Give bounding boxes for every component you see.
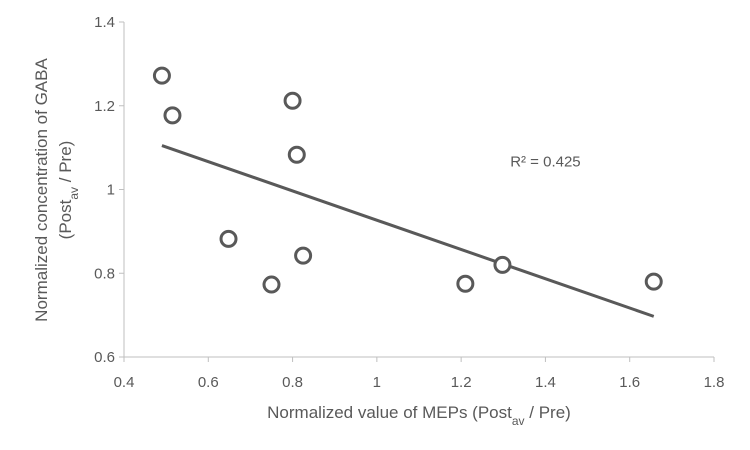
x-tick-label: 0.8 — [282, 374, 303, 391]
y-tick-label: 0.8 — [94, 265, 115, 282]
data-point — [644, 272, 663, 291]
x-tick-label: 0.4 — [114, 374, 135, 391]
y-tick-label: 1.4 — [94, 14, 115, 31]
y-axis-title-line2: (Postav / Pre) — [56, 141, 81, 240]
y-axis-title-line1: Normalized concentration of GABA — [32, 58, 51, 322]
tick-labels: 0.4 0.6 0.8 1 1.2 1.4 1.6 1.8 0.6 0.8 1 1.2 1.4 — [94, 14, 724, 391]
y-tick-label: 0.6 — [94, 349, 115, 366]
x-tick-label: 1.2 — [451, 374, 472, 391]
data-point — [262, 275, 281, 294]
data-point — [219, 229, 238, 248]
data-point — [493, 255, 512, 274]
data-point — [456, 274, 475, 293]
r-squared-annotation: R² = 0.425 — [510, 153, 580, 170]
x-axis-title-main: Normalized value of MEPs (Post — [267, 403, 512, 422]
y-axis-title-line2-tail: / Pre) — [56, 141, 75, 187]
x-tick-label: 1 — [373, 374, 381, 391]
data-points — [152, 66, 663, 294]
trendline — [161, 144, 655, 318]
axes — [119, 21, 715, 362]
x-tick-label: 0.6 — [198, 374, 219, 391]
y-tick-label: 1.2 — [94, 98, 115, 115]
y-tick-label: 1 — [107, 182, 115, 199]
data-point — [287, 145, 306, 164]
data-point — [163, 106, 182, 125]
x-axis-title-tail: / Pre) — [525, 403, 571, 422]
y-axis-title-line2-main: (Post — [56, 199, 75, 239]
data-point — [152, 66, 171, 85]
x-axis-title: Normalized value of MEPs (Postav / Pre) — [267, 403, 571, 428]
y-axis-title-line2-subscript: av — [67, 187, 81, 200]
data-point — [294, 246, 313, 265]
data-point — [283, 91, 302, 110]
x-tick-label: 1.4 — [535, 374, 556, 391]
x-tick-label: 1.8 — [704, 374, 725, 391]
x-axis-title-subscript: av — [512, 414, 525, 428]
x-tick-label: 1.6 — [619, 374, 640, 391]
